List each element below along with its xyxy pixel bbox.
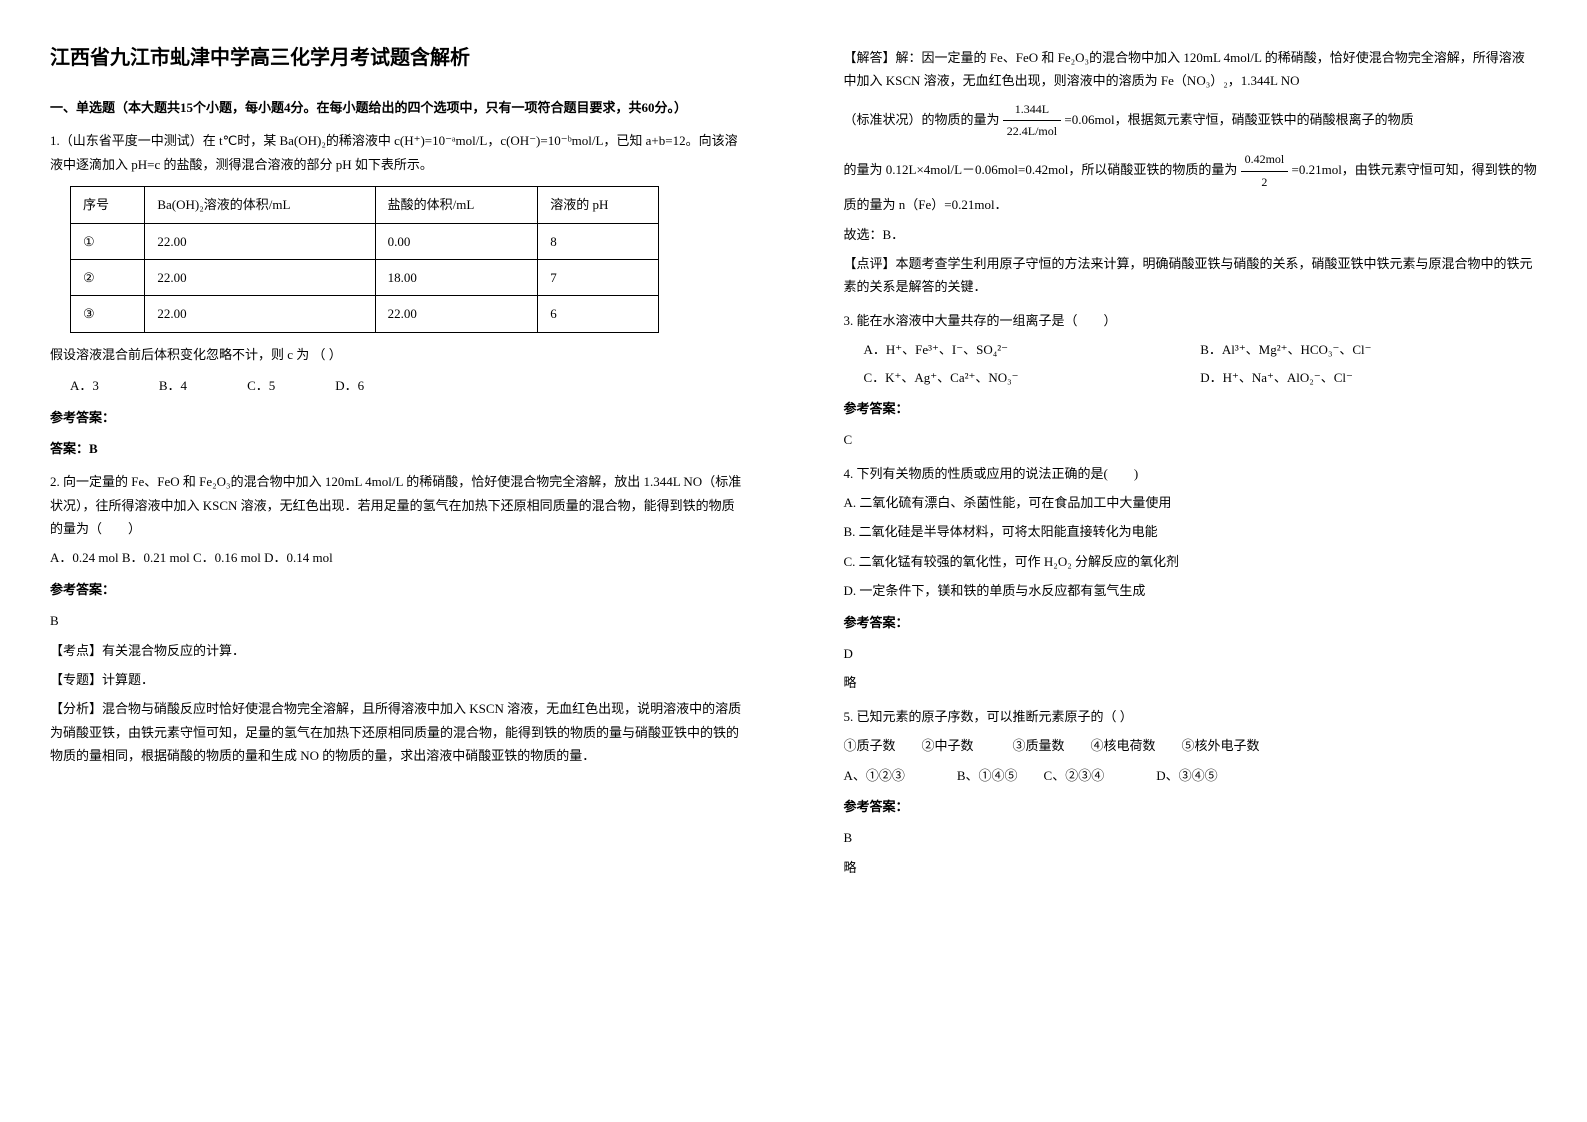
q2-zhuanti: 【专题】计算题． xyxy=(50,668,744,691)
question-5: 5. 已知元素的原子序数，可以推断元素原子的（ ） ①质子数 ②中子数 ③质量数… xyxy=(844,705,1538,879)
table-cell: 22.00 xyxy=(145,223,375,259)
fraction-2: 0.42mol 2 xyxy=(1241,149,1289,193)
option-d: D. 一定条件下，镁和铁的单质与水反应都有氢气生成 xyxy=(844,579,1538,602)
table-cell: 18.00 xyxy=(375,259,538,295)
jieda-3: 的量为 0.12L×4mol/L－0.06mol=0.42mol，所以硝酸亚铁的… xyxy=(844,149,1538,217)
q3-text: 3. 能在水溶液中大量共存的一组离子是（ ） xyxy=(844,309,1538,332)
option-d: D．6 xyxy=(335,374,364,397)
table-header: 序号 xyxy=(71,187,145,223)
q5-items: ①质子数 ②中子数 ③质量数 ④核电荷数 ⑤核外电子数 xyxy=(844,734,1538,757)
table-cell: ① xyxy=(71,223,145,259)
document-title: 江西省九江市虬津中学高三化学月考试题含解析 xyxy=(50,40,744,76)
option-d: D．H⁺、Na⁺、AlO₂⁻、Cl⁻ xyxy=(1200,366,1537,389)
table-cell: ③ xyxy=(71,296,145,332)
option-c: C．5 xyxy=(247,374,275,397)
question-1: 1.（山东省平度一中测试）在 t℃时，某 Ba(OH)₂的稀溶液中 c(H⁺)=… xyxy=(50,129,744,460)
q1-table: 序号 Ba(OH)₂溶液的体积/mL 盐酸的体积/mL 溶液的 pH ① 22.… xyxy=(70,186,659,333)
table-cell: 22.00 xyxy=(145,259,375,295)
q5-options: A、①②③ B、①④⑤ C、②③④ D、③④⑤ xyxy=(844,764,1538,787)
option-c: C. 二氧化锰有较强的氧化性，可作 H₂O₂ 分解反应的氧化剂 xyxy=(844,550,1538,573)
table-header: 溶液的 pH xyxy=(538,187,659,223)
option-c: C．K⁺、Ag⁺、Ca²⁺、NO₃⁻ xyxy=(864,366,1201,389)
right-column: 【解答】解：因一定量的 Fe、FeO 和 Fe₂O₃的混合物中加入 120mL … xyxy=(794,0,1587,1122)
q3-options-row1: A．H⁺、Fe³⁺、I⁻、SO₄²⁻ B．Al³⁺、Mg²⁺、HCO₃⁻、Cl⁻ xyxy=(864,338,1538,361)
q5-lue: 略 xyxy=(844,856,1538,879)
jieda-2: （标准状况）的物质的量为 1.344L 22.4L/mol =0.06mol，根… xyxy=(844,99,1538,143)
q1-answer: 答案：B xyxy=(50,437,744,460)
q1-options: A．3 B．4 C．5 D．6 xyxy=(70,374,744,397)
option-b: B. 二氧化硅是半导体材料，可将太阳能直接转化为电能 xyxy=(844,520,1538,543)
q2-text: 2. 向一定量的 Fe、FeO 和 Fe₂O₃的混合物中加入 120mL 4mo… xyxy=(50,470,744,540)
table-header: Ba(OH)₂溶液的体积/mL xyxy=(145,187,375,223)
q1-assumption: 假设溶液混合前后体积变化忽略不计，则 c 为 （ ） xyxy=(50,343,744,366)
q5-answer: B xyxy=(844,826,1538,849)
question-3: 3. 能在水溶液中大量共存的一组离子是（ ） A．H⁺、Fe³⁺、I⁻、SO₄²… xyxy=(844,309,1538,452)
table-header: 盐酸的体积/mL xyxy=(375,187,538,223)
q5-text: 5. 已知元素的原子序数，可以推断元素原子的（ ） xyxy=(844,705,1538,728)
option-a: A．3 xyxy=(70,374,99,397)
option-a: A．H⁺、Fe³⁺、I⁻、SO₄²⁻ xyxy=(864,338,1201,361)
option-b: B．Al³⁺、Mg²⁺、HCO₃⁻、Cl⁻ xyxy=(1200,338,1537,361)
question-4: 4. 下列有关物质的性质或应用的说法正确的是( ) A. 二氧化硫有漂白、杀菌性… xyxy=(844,462,1538,695)
table-cell: 22.00 xyxy=(145,296,375,332)
option-b: B．4 xyxy=(159,374,187,397)
q1-text: 1.（山东省平度一中测试）在 t℃时，某 Ba(OH)₂的稀溶液中 c(H⁺)=… xyxy=(50,129,744,176)
table-cell: 7 xyxy=(538,259,659,295)
q4-text: 4. 下列有关物质的性质或应用的说法正确的是( ) xyxy=(844,462,1538,485)
q3-options-row2: C．K⁺、Ag⁺、Ca²⁺、NO₃⁻ D．H⁺、Na⁺、AlO₂⁻、Cl⁻ xyxy=(864,366,1538,389)
guxuan: 故选：B． xyxy=(844,223,1538,246)
answer-label: 参考答案： xyxy=(844,611,1538,634)
q3-answer: C xyxy=(844,428,1538,451)
table-cell: 0.00 xyxy=(375,223,538,259)
table-cell: 8 xyxy=(538,223,659,259)
fraction-1: 1.344L 22.4L/mol xyxy=(1003,99,1061,143)
dianping: 【点评】本题考查学生利用原子守恒的方法来计算，明确硝酸亚铁与硝酸的关系，硝酸亚铁… xyxy=(844,252,1538,299)
option-a: A. 二氧化硫有漂白、杀菌性能，可在食品加工中大量使用 xyxy=(844,491,1538,514)
answer-label: 参考答案： xyxy=(50,406,744,429)
q2-answer: B xyxy=(50,609,744,632)
q2-options: A．0.24 mol B．0.21 mol C．0.16 mol D．0.14 … xyxy=(50,546,744,569)
answer-label: 参考答案： xyxy=(844,397,1538,420)
table-cell: 6 xyxy=(538,296,659,332)
answer-label: 参考答案： xyxy=(844,795,1538,818)
q4-lue: 略 xyxy=(844,671,1538,694)
jieda-1: 【解答】解：因一定量的 Fe、FeO 和 Fe₂O₃的混合物中加入 120mL … xyxy=(844,46,1538,93)
q4-answer: D xyxy=(844,642,1538,665)
table-cell: 22.00 xyxy=(375,296,538,332)
table-cell: ② xyxy=(71,259,145,295)
left-column: 江西省九江市虬津中学高三化学月考试题含解析 一、单选题（本大题共15个小题，每小… xyxy=(0,0,794,1122)
section-header: 一、单选题（本大题共15个小题，每小题4分。在每小题给出的四个选项中，只有一项符… xyxy=(50,96,744,119)
q2-kaodian: 【考点】有关混合物反应的计算． xyxy=(50,639,744,662)
answer-label: 参考答案： xyxy=(50,578,744,601)
q2-fenxi: 【分析】混合物与硝酸反应时恰好使混合物完全溶解，且所得溶液中加入 KSCN 溶液… xyxy=(50,697,744,767)
question-2: 2. 向一定量的 Fe、FeO 和 Fe₂O₃的混合物中加入 120mL 4mo… xyxy=(50,470,744,767)
